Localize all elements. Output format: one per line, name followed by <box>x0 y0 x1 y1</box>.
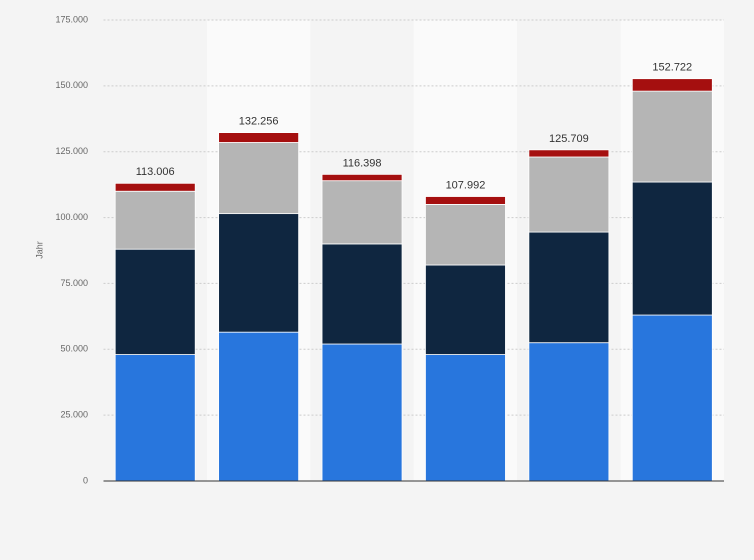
y-tick-label: 75.000 <box>60 278 88 288</box>
bar-segment <box>321 173 403 182</box>
y-tick-label: 100.000 <box>55 212 88 222</box>
y-tick-label: 125.000 <box>55 146 88 156</box>
bar-segment <box>114 248 196 355</box>
bar-segment <box>114 190 196 250</box>
bar-segment <box>218 142 300 215</box>
bar-segment <box>425 196 506 205</box>
bar-segment <box>631 78 713 92</box>
total-label: 125.709 <box>549 133 589 145</box>
bar-segment <box>218 213 300 333</box>
bar-segment <box>425 203 506 266</box>
total-label: 116.398 <box>343 157 382 169</box>
total-label: 132.256 <box>239 116 279 128</box>
total-label: 107.992 <box>446 179 486 191</box>
y-tick-label: 175.000 <box>55 14 88 24</box>
y-tick-label: 0 <box>83 475 88 485</box>
bar-segment <box>114 182 196 192</box>
bar-segment <box>114 354 196 482</box>
bar-segment <box>528 149 610 158</box>
bar-segment <box>528 156 610 233</box>
bar-segment <box>631 181 713 316</box>
bar-segment <box>321 180 403 245</box>
total-label: 113.006 <box>136 166 175 178</box>
bar-segment <box>321 243 403 345</box>
y-axis-label: Jahr <box>34 241 44 259</box>
y-tick-label: 150.000 <box>55 80 88 90</box>
bar-segment <box>218 132 300 143</box>
bar-segment <box>321 343 403 482</box>
bar-segment <box>425 264 506 355</box>
y-tick-label: 50.000 <box>60 344 88 354</box>
bar-segment <box>528 342 610 482</box>
total-label: 152.722 <box>652 62 692 74</box>
y-tick-label: 25.000 <box>60 410 88 420</box>
bar-segment <box>528 231 610 344</box>
bar-segment <box>631 314 713 482</box>
bar-segment <box>425 354 506 482</box>
bar-segment <box>631 90 713 183</box>
bar-segment <box>218 331 300 482</box>
